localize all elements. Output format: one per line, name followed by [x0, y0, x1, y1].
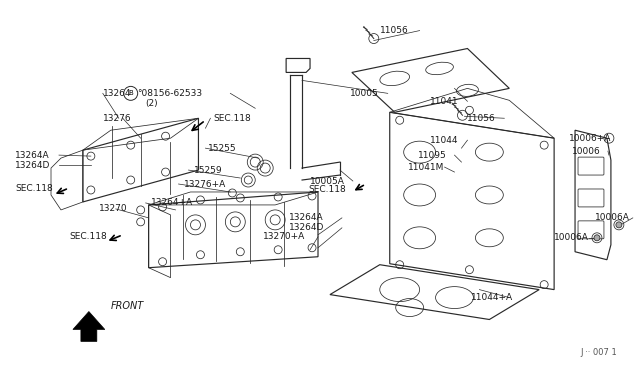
Text: 10006A: 10006A: [595, 214, 630, 222]
Text: 15259: 15259: [193, 166, 222, 174]
Text: SEC.118: SEC.118: [15, 185, 53, 193]
Polygon shape: [73, 311, 105, 341]
Text: 13264+A: 13264+A: [150, 198, 193, 208]
Text: 11056: 11056: [380, 26, 408, 35]
Circle shape: [594, 235, 600, 241]
Text: 13270+A: 13270+A: [263, 232, 305, 241]
Text: SEC.118: SEC.118: [69, 232, 107, 241]
Text: 11044+A: 11044+A: [472, 293, 513, 302]
Text: 11044: 11044: [429, 136, 458, 145]
Text: 10006+A: 10006+A: [569, 134, 611, 143]
Text: 10005: 10005: [350, 89, 379, 98]
Text: 10006: 10006: [572, 147, 601, 155]
Text: 13270: 13270: [99, 205, 127, 214]
Text: 13276: 13276: [103, 114, 131, 123]
Text: SEC.118: SEC.118: [308, 186, 346, 195]
Text: 10005A: 10005A: [310, 177, 345, 186]
Text: 13264A: 13264A: [289, 214, 324, 222]
Text: 13264D: 13264D: [15, 161, 51, 170]
Text: J ·· 007 1: J ·· 007 1: [580, 348, 617, 357]
Text: (2): (2): [146, 99, 158, 108]
Text: 13264: 13264: [103, 89, 131, 98]
Text: 11056: 11056: [467, 114, 496, 123]
Text: 13264A: 13264A: [15, 151, 50, 160]
Text: 13264D: 13264D: [289, 223, 324, 232]
Text: B: B: [129, 90, 133, 96]
Text: °08156-62533: °08156-62533: [137, 89, 202, 98]
Text: 10006A: 10006A: [554, 233, 589, 242]
Text: 11041M: 11041M: [408, 163, 444, 171]
Text: 11041: 11041: [429, 97, 458, 106]
Text: 15255: 15255: [209, 144, 237, 153]
Circle shape: [616, 222, 622, 228]
Text: FRONT: FRONT: [111, 301, 144, 311]
Text: 13276+A: 13276+A: [184, 180, 226, 189]
Text: 11095: 11095: [418, 151, 446, 160]
Text: SEC.118: SEC.118: [213, 114, 251, 123]
